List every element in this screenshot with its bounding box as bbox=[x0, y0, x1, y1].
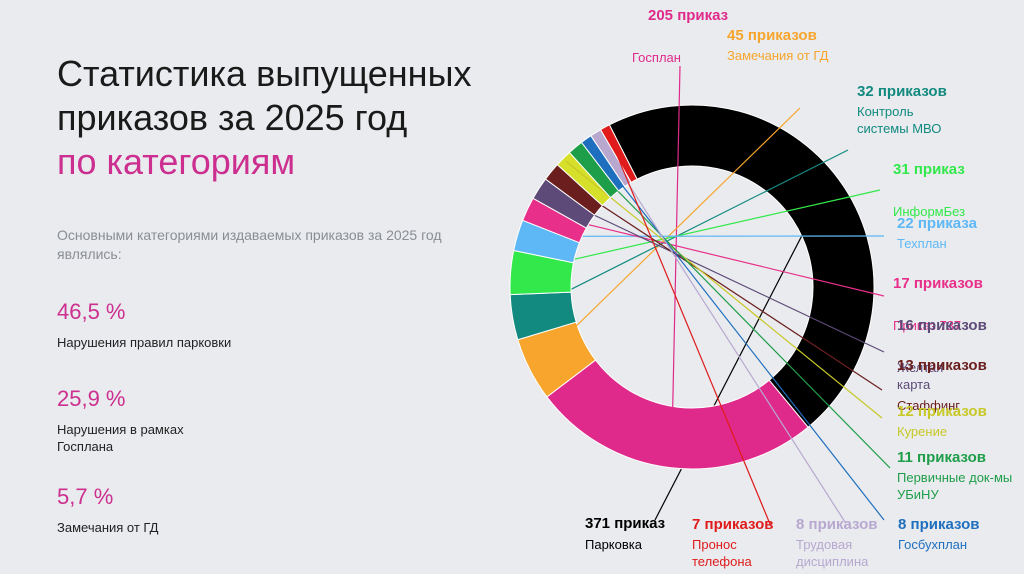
leader-line bbox=[577, 149, 891, 469]
slice-category-label: Госбухплан bbox=[898, 537, 967, 552]
slice-value-label: 17 приказов bbox=[893, 275, 983, 292]
slice-value-label: 13 приказов bbox=[897, 357, 987, 374]
leader-line bbox=[565, 160, 883, 419]
leader-line bbox=[553, 173, 883, 391]
slice-value-label: 8 приказов bbox=[796, 516, 877, 533]
slice-value-label: 8 приказов bbox=[898, 516, 979, 533]
leader-line bbox=[530, 210, 885, 297]
slice-value-label: 11 приказов bbox=[897, 449, 986, 466]
slice-category-label: Стаффинг bbox=[897, 398, 960, 413]
leader-line bbox=[514, 189, 881, 274]
slice-value-label: 12 приказов bbox=[897, 403, 987, 420]
slice-category-label: Парковка bbox=[585, 537, 643, 552]
slice-category-label: Желтая карта bbox=[897, 360, 943, 392]
slice-category-label: Приказ 737 bbox=[893, 318, 961, 333]
leader-line bbox=[670, 65, 681, 464]
stat-description: Замечания от ГД bbox=[57, 520, 159, 535]
slice-category-label: Контроль системы МВО bbox=[857, 104, 941, 136]
stat-gd-remarks: 5,7 % Замечания от ГД bbox=[57, 483, 277, 536]
slice-value-label: 22 приказа bbox=[897, 215, 978, 232]
intro-text: Основными категориями издаваемых приказо… bbox=[57, 227, 442, 262]
slice-category-label: Трудовая дисциплина bbox=[796, 537, 869, 569]
title-line-2: приказов за 2025 год bbox=[57, 97, 408, 138]
stat-gosplan: 25,9 % Нарушения в рамках Госплана bbox=[57, 385, 227, 455]
slice-value-label: 205 приказ bbox=[648, 7, 728, 24]
title-accent: по категориям bbox=[57, 141, 296, 182]
slice-category-label: Замечания от ГД bbox=[727, 48, 829, 63]
slice-category-label: Пронос телефона bbox=[692, 537, 753, 569]
leader-line bbox=[597, 135, 846, 523]
slice-value-label: 32 приказов bbox=[857, 83, 947, 100]
stat-percent: 5,7 % bbox=[57, 484, 114, 509]
slice-value-label: 31 приказ bbox=[893, 161, 965, 178]
stat-percent: 25,9 % bbox=[57, 386, 126, 411]
donut-slice bbox=[599, 124, 638, 184]
slice-category-label: Госплан bbox=[632, 50, 681, 65]
slice-value-label: 45 приказов bbox=[727, 27, 817, 44]
leader-line bbox=[606, 130, 771, 525]
stat-description: Нарушения правил парковки bbox=[57, 335, 232, 350]
slice-category-label: Первичные док-мы УБиНУ bbox=[897, 470, 1012, 502]
stat-description: Нарушения в рамках Госплана bbox=[57, 422, 184, 454]
page-title: Статистика выпущенных приказов за 2025 г… bbox=[57, 52, 577, 184]
donut-slice bbox=[608, 104, 875, 428]
slice-value-label: 16 приказов bbox=[897, 317, 987, 334]
slice-category-label: Техплан bbox=[897, 236, 947, 251]
stat-parking: 46,5 % Нарушения правил парковки bbox=[57, 298, 277, 351]
slice-value-label: 371 приказ bbox=[585, 515, 665, 532]
leader-line bbox=[516, 149, 849, 318]
slice-category-label: ИнформБез bbox=[893, 204, 965, 219]
slice-value-label: 7 приказов bbox=[692, 516, 773, 533]
title-line-1: Статистика выпущенных bbox=[57, 53, 472, 94]
stat-percent: 46,5 % bbox=[57, 299, 126, 324]
slice-category-label: Курение bbox=[897, 424, 947, 439]
donut-slice bbox=[546, 359, 809, 470]
leader-line bbox=[542, 190, 885, 353]
